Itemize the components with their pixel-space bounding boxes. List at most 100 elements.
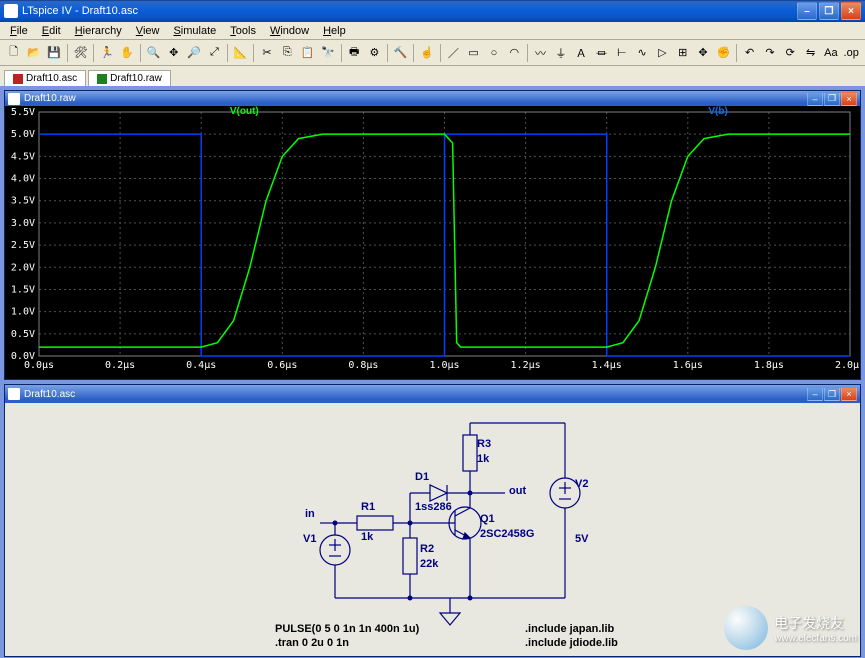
tab-icon xyxy=(13,74,23,84)
spice-button[interactable]: .op xyxy=(842,43,861,63)
mirror-button[interactable]: ⇋ xyxy=(801,43,820,63)
draw-arc-button[interactable]: ◠ xyxy=(505,43,524,63)
net-label-out[interactable]: out xyxy=(509,485,526,497)
setup-button[interactable]: ⚙ xyxy=(365,43,384,63)
comp-label-r2[interactable]: R2 xyxy=(420,543,434,555)
tab-Draft10-raw[interactable]: Draft10.raw xyxy=(88,70,171,86)
menu-hierarchy[interactable]: Hierarchy xyxy=(69,24,128,38)
pick-button[interactable]: ☝ xyxy=(417,43,436,63)
menu-window[interactable]: Window xyxy=(264,24,315,38)
toolbar-separator xyxy=(440,44,441,62)
stop-sim-button[interactable]: ✋ xyxy=(118,43,137,63)
move-button[interactable]: ✥ xyxy=(693,43,712,63)
waveform-titlebar[interactable]: Draft10.raw – ❐ × xyxy=(5,91,860,106)
rotate-button[interactable]: ⟳ xyxy=(781,43,800,63)
sch-minimize-button[interactable]: – xyxy=(807,387,823,401)
mdi-area: Draft10.raw – ❐ × 0.0V0.5V1.0V1.5V2.0V2.… xyxy=(0,86,865,658)
comp-value-r2[interactable]: 22k xyxy=(420,558,438,570)
svg-text:1.0µs: 1.0µs xyxy=(429,360,459,371)
zoom-in-button[interactable]: 🔍 xyxy=(144,43,163,63)
comp-label-v2[interactable]: V2 xyxy=(575,478,588,490)
comp-label-d1[interactable]: D1 xyxy=(415,471,429,483)
toolbar-separator xyxy=(67,44,68,62)
svg-text:2.5V: 2.5V xyxy=(11,240,35,251)
waveform-plot[interactable]: 0.0V0.5V1.0V1.5V2.0V2.5V3.0V3.5V4.0V4.5V… xyxy=(5,106,860,379)
spice-directive-tran[interactable]: .tran 0 2u 0 1n xyxy=(275,637,349,649)
sch-close-button[interactable]: × xyxy=(841,387,857,401)
diode-button[interactable]: ▷ xyxy=(653,43,672,63)
comp-value-q1[interactable]: 2SC2458G xyxy=(480,528,534,540)
spice-directive-pulse[interactable]: PULSE(0 5 0 1n 1n 400n 1u) xyxy=(275,623,419,635)
text-button[interactable]: Aa xyxy=(821,43,840,63)
toolbar-separator xyxy=(387,44,388,62)
inductor-button[interactable]: ∿ xyxy=(632,43,651,63)
capacitor-button[interactable]: ⊢ xyxy=(612,43,631,63)
control-panel-button[interactable]: 🛠 xyxy=(71,43,90,63)
spice-directive-inc2[interactable]: .include jdiode.lib xyxy=(525,637,618,649)
wire-button[interactable]: 〰 xyxy=(531,43,550,63)
waveform-svg: 0.0V0.5V1.0V1.5V2.0V2.5V3.0V3.5V4.0V4.5V… xyxy=(5,106,860,376)
menu-edit[interactable]: Edit xyxy=(36,24,67,38)
wave-minimize-button[interactable]: – xyxy=(807,92,823,106)
maximize-button[interactable]: ❐ xyxy=(819,2,839,20)
comp-value-d1[interactable]: 1ss286 xyxy=(415,501,452,513)
wave-maximize-button[interactable]: ❐ xyxy=(824,92,840,106)
drag-button[interactable]: ✊ xyxy=(714,43,733,63)
minimize-button[interactable]: – xyxy=(797,2,817,20)
find-button[interactable]: 🔭 xyxy=(318,43,337,63)
zoom-fit-button[interactable]: ⤢ xyxy=(205,43,224,63)
comp-value-v2[interactable]: 5V xyxy=(575,533,588,545)
ground-button[interactable]: ⏚ xyxy=(551,43,570,63)
menu-view[interactable]: View xyxy=(130,24,166,38)
autorange-button[interactable]: 📐 xyxy=(231,43,250,63)
toolbar-separator xyxy=(341,44,342,62)
menu-simulate[interactable]: Simulate xyxy=(167,24,222,38)
redo-button[interactable]: ↷ xyxy=(760,43,779,63)
comp-label-q1[interactable]: Q1 xyxy=(480,513,495,525)
paste-button[interactable]: 📋 xyxy=(298,43,317,63)
svg-text:3.0V: 3.0V xyxy=(11,218,35,229)
toolbar-separator xyxy=(227,44,228,62)
pan-button[interactable]: ✥ xyxy=(164,43,183,63)
close-button[interactable]: × xyxy=(841,2,861,20)
draw-rect-button[interactable]: ▭ xyxy=(464,43,483,63)
tab-icon xyxy=(97,74,107,84)
print-button[interactable]: 🖶 xyxy=(345,43,364,63)
open-file-button[interactable]: 📂 xyxy=(24,43,43,63)
zoom-out-button[interactable]: 🔎 xyxy=(184,43,203,63)
resistor-button[interactable]: ⏛ xyxy=(592,43,611,63)
menu-file[interactable]: File xyxy=(4,24,34,38)
component-button[interactable]: ⊞ xyxy=(673,43,692,63)
comp-value-r1[interactable]: 1k xyxy=(361,531,373,543)
svg-text:1.2µs: 1.2µs xyxy=(511,360,541,371)
menu-help[interactable]: Help xyxy=(317,24,352,38)
net-label-in[interactable]: in xyxy=(305,508,315,520)
label-button[interactable]: Ａ xyxy=(572,43,591,63)
menu-tools[interactable]: Tools xyxy=(224,24,262,38)
undo-button[interactable]: ↶ xyxy=(740,43,759,63)
sch-maximize-button[interactable]: ❐ xyxy=(824,387,840,401)
svg-text:0.4µs: 0.4µs xyxy=(186,360,216,371)
copy-button[interactable]: ⎘ xyxy=(278,43,297,63)
spice-directive-inc1[interactable]: .include japan.lib xyxy=(525,623,614,635)
run-sim-button[interactable]: 🏃 xyxy=(97,43,116,63)
signal-label-V(b)[interactable]: V(b) xyxy=(708,106,727,117)
comp-value-r3[interactable]: 1k xyxy=(477,453,489,465)
draw-circle-button[interactable]: ○ xyxy=(484,43,503,63)
cut-button[interactable]: ✂ xyxy=(257,43,276,63)
svg-text:1.5V: 1.5V xyxy=(11,284,35,295)
draw-line-button[interactable]: ／ xyxy=(444,43,463,63)
tab-Draft10-asc[interactable]: Draft10.asc xyxy=(4,70,86,86)
svg-text:2.0V: 2.0V xyxy=(11,262,35,273)
signal-label-V(out)[interactable]: V(out) xyxy=(230,106,259,117)
schematic-icon xyxy=(8,388,20,400)
save-file-button[interactable]: 💾 xyxy=(45,43,64,63)
schematic-titlebar[interactable]: Draft10.asc – ❐ × xyxy=(5,385,860,403)
hammer-button[interactable]: 🔨 xyxy=(391,43,410,63)
comp-label-r3[interactable]: R3 xyxy=(477,438,491,450)
new-file-button[interactable]: 🗋 xyxy=(4,43,23,63)
waveform-window: Draft10.raw – ❐ × 0.0V0.5V1.0V1.5V2.0V2.… xyxy=(4,90,861,380)
comp-label-r1[interactable]: R1 xyxy=(361,501,375,513)
wave-close-button[interactable]: × xyxy=(841,92,857,106)
comp-label-v1[interactable]: V1 xyxy=(303,533,316,545)
